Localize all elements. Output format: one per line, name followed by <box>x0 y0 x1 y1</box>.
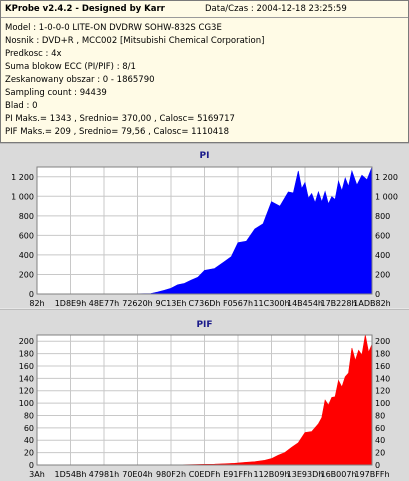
info-errors: Blad : 0 <box>5 101 38 111</box>
y-tick-left: 800 <box>19 212 34 221</box>
x-tick-label: 82h <box>29 299 44 308</box>
y-tick-right: 0 <box>375 290 380 299</box>
pif-chart-title: PIF <box>196 320 213 330</box>
info-speed: Predkosc : 4x <box>5 49 62 59</box>
y-tick-right: 80 <box>375 411 385 420</box>
info-model: Model : 1-0-0-0 LITE-ON DVDRW SOHW-832S … <box>5 23 222 33</box>
series-area <box>37 166 373 295</box>
x-tick-label: 14B454h <box>287 299 323 308</box>
pi-chart-panel: PI 0 0 200 200 400 400 600 600 800 800 1 000 1 000 1… <box>0 143 409 308</box>
y-tick-left: 0 <box>29 290 34 299</box>
info-ecc-blocks: Suma blokow ECC (PI/PIF) : 8/1 <box>5 62 136 72</box>
info-scanned-area: Zeskanowany obszar : 0 - 1865790 <box>5 75 155 85</box>
y-tick-right: 200 <box>375 337 390 346</box>
y-tick-right: 800 <box>375 212 390 221</box>
y-tick-right: 1 000 <box>375 192 398 201</box>
y-tick-left: 120 <box>19 387 34 396</box>
y-tick-left: 1 200 <box>11 173 34 182</box>
x-tick-label: C0EDFh <box>189 470 221 479</box>
y-tick-left: 200 <box>19 270 34 279</box>
scan-date: Data/Czas : 2004-12-18 23:25:59 <box>205 4 347 14</box>
x-tick-label: F0567h <box>223 299 253 308</box>
x-tick-label: 1D8E9h <box>55 299 87 308</box>
y-tick-right: 180 <box>375 350 390 359</box>
y-tick-left: 1 000 <box>11 192 34 201</box>
x-tick-label: 72620h <box>122 299 153 308</box>
y-tick-right: 100 <box>375 399 390 408</box>
x-tick-label: 70E04h <box>122 470 152 479</box>
pif-chart-panel: PIF 0 0 20 20 40 40 60 60 80 80 100 100 120 120 140 140… <box>0 309 409 481</box>
x-tick-label: 1D54Bh <box>55 470 87 479</box>
y-tick-left: 160 <box>19 362 34 371</box>
y-tick-right: 200 <box>375 270 390 279</box>
info-pi-stats: PI Maks.= 1343 , Srednio= 370,00 , Calos… <box>5 114 235 124</box>
x-tick-label: 16B007h <box>320 470 356 479</box>
y-tick-right: 60 <box>375 424 385 433</box>
app-title: KProbe v2.4.2 - Designed by Karr <box>5 4 165 14</box>
pi-chart-title: PI <box>199 151 210 161</box>
x-tick-label: 11C300h <box>253 299 289 308</box>
y-tick-left: 140 <box>19 374 34 383</box>
y-tick-left: 600 <box>19 231 34 240</box>
y-tick-left: 0 <box>29 461 34 470</box>
header-divider <box>1 17 408 18</box>
x-tick-label: 13E93Dh <box>287 470 324 479</box>
x-tick-label: 197BFFh <box>354 470 389 479</box>
x-tick-label: 1ADB82h <box>353 299 390 308</box>
y-tick-right: 400 <box>375 251 390 260</box>
info-pif-stats: PIF Maks.= 209 , Srednio= 79,56 , Calosc… <box>5 127 230 137</box>
x-tick-label: 47981h <box>89 470 120 479</box>
plot-frame <box>36 334 373 466</box>
info-panel: KProbe v2.4.2 - Designed by Karr Data/Cz… <box>0 0 409 143</box>
x-tick-label: 3Ah <box>29 470 45 479</box>
y-tick-left: 400 <box>19 251 34 260</box>
info-sampling-count: Sampling count : 94439 <box>5 88 107 98</box>
y-tick-right: 600 <box>375 231 390 240</box>
y-tick-left: 180 <box>19 350 34 359</box>
y-tick-left: 100 <box>19 399 34 408</box>
y-tick-right: 1 200 <box>375 173 398 182</box>
y-tick-right: 0 <box>375 461 380 470</box>
y-tick-right: 20 <box>375 449 385 458</box>
info-media: Nosnik : DVD+R , MCC002 [Mitsubishi Chem… <box>5 36 265 46</box>
pif-chart: 0 0 20 20 40 40 60 60 80 80 100 100 120 120 140 140 160 1… <box>19 334 390 479</box>
y-tick-right: 140 <box>375 374 390 383</box>
y-tick-right: 120 <box>375 387 390 396</box>
plot-frame <box>36 166 373 295</box>
x-tick-label: 48E77h <box>89 299 119 308</box>
y-tick-left: 20 <box>24 449 34 458</box>
y-tick-right: 40 <box>375 436 385 445</box>
x-tick-label: 9C13Eh <box>156 299 187 308</box>
y-tick-left: 200 <box>19 337 34 346</box>
pi-chart: 0 0 200 200 400 400 600 600 800 800 1 000 1 000 1 20… <box>11 166 398 308</box>
x-tick-label: 112B09h <box>253 470 289 479</box>
x-tick-label: E91FFh <box>223 470 253 479</box>
y-tick-right: 160 <box>375 362 390 371</box>
series-area <box>37 334 373 466</box>
x-tick-label: 980F2h <box>156 470 186 479</box>
y-tick-left: 60 <box>24 424 34 433</box>
y-tick-left: 80 <box>24 411 34 420</box>
x-tick-label: 17B228h <box>320 299 356 308</box>
x-tick-label: C736Dh <box>188 299 220 308</box>
y-tick-left: 40 <box>24 436 34 445</box>
